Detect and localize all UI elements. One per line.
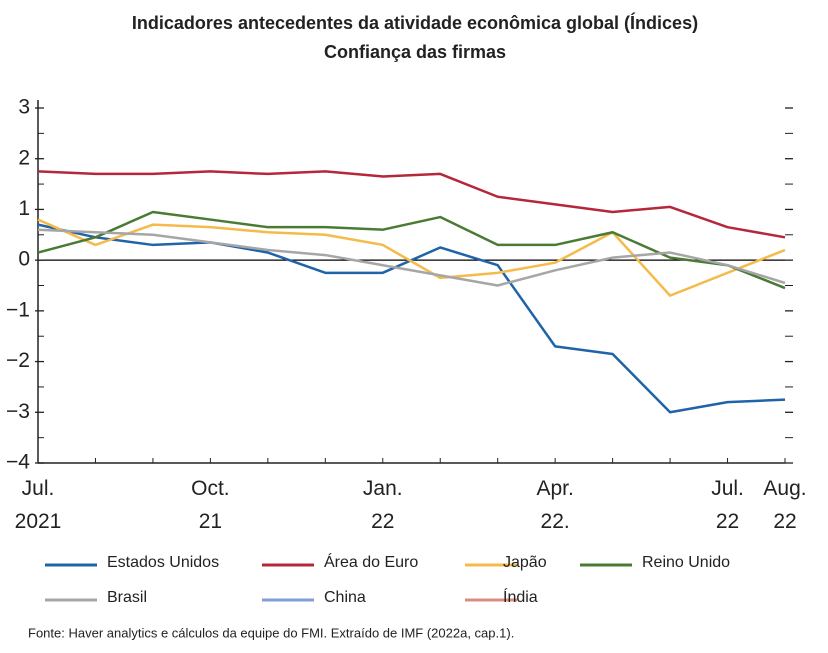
y-tick-label: 1	[18, 197, 30, 220]
series-line	[37, 228, 786, 287]
legend-label: Brasil	[107, 589, 147, 606]
chart-subtitle: Confiança das firmas	[324, 42, 506, 62]
x-tick-label: Jul. 22	[711, 477, 744, 533]
legend-label: Reino Unido	[642, 554, 730, 571]
chart-title: Indicadores antecedentes da atividade ec…	[132, 12, 698, 33]
y-tick-label: 0	[18, 248, 30, 271]
x-tick-label: Jul. 2021	[15, 477, 62, 533]
series-line	[37, 218, 786, 297]
x-tick-label: Jan. 22	[363, 477, 403, 533]
x-tick-label: Oct. 21	[191, 477, 230, 533]
series-line	[37, 210, 786, 290]
y-tick-label: −4	[6, 451, 30, 474]
y-tick-label: −2	[6, 349, 30, 372]
y-tick-label: −3	[6, 400, 30, 423]
source-note: Fonte: Haver analytics e cálculos da equ…	[28, 625, 514, 640]
legend-label: Japão	[503, 554, 547, 571]
y-tick-label: −1	[6, 298, 30, 321]
y-tick-label: 2	[18, 146, 30, 169]
series-line	[37, 170, 786, 239]
legend-label: Área do Euro	[324, 552, 418, 571]
x-tick-label: Apr. 22.	[536, 477, 573, 533]
legend-label: Estados Unidos	[107, 554, 219, 571]
legend-label: Índia	[503, 587, 538, 606]
x-tick-label: Aug. 22	[763, 477, 806, 533]
y-tick-label: 3	[18, 96, 30, 119]
legend-label: China	[324, 589, 366, 606]
